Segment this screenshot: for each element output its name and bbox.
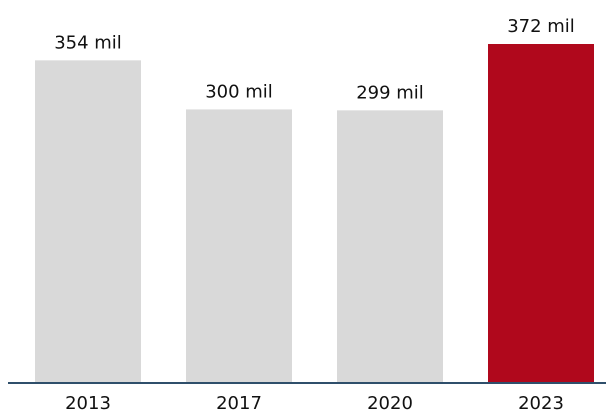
data-label-2020: 299 mil [356,82,424,103]
x-tick-label-2013: 2013 [65,393,111,412]
bars-layer [35,44,594,382]
bar-2023 [488,44,594,382]
bar-2017 [186,109,292,382]
bar-2020 [337,110,443,382]
x-tick-label-2020: 2020 [367,393,413,412]
x-tick-labels-layer: 2013 2017 2020 2023 [65,393,564,412]
data-label-2017: 300 mil [205,81,273,102]
bar-2013 [35,60,141,382]
data-label-2023: 372 mil [507,16,575,37]
x-tick-label-2017: 2017 [216,393,262,412]
data-label-2013: 354 mil [54,32,122,53]
x-tick-label-2023: 2023 [518,393,564,412]
